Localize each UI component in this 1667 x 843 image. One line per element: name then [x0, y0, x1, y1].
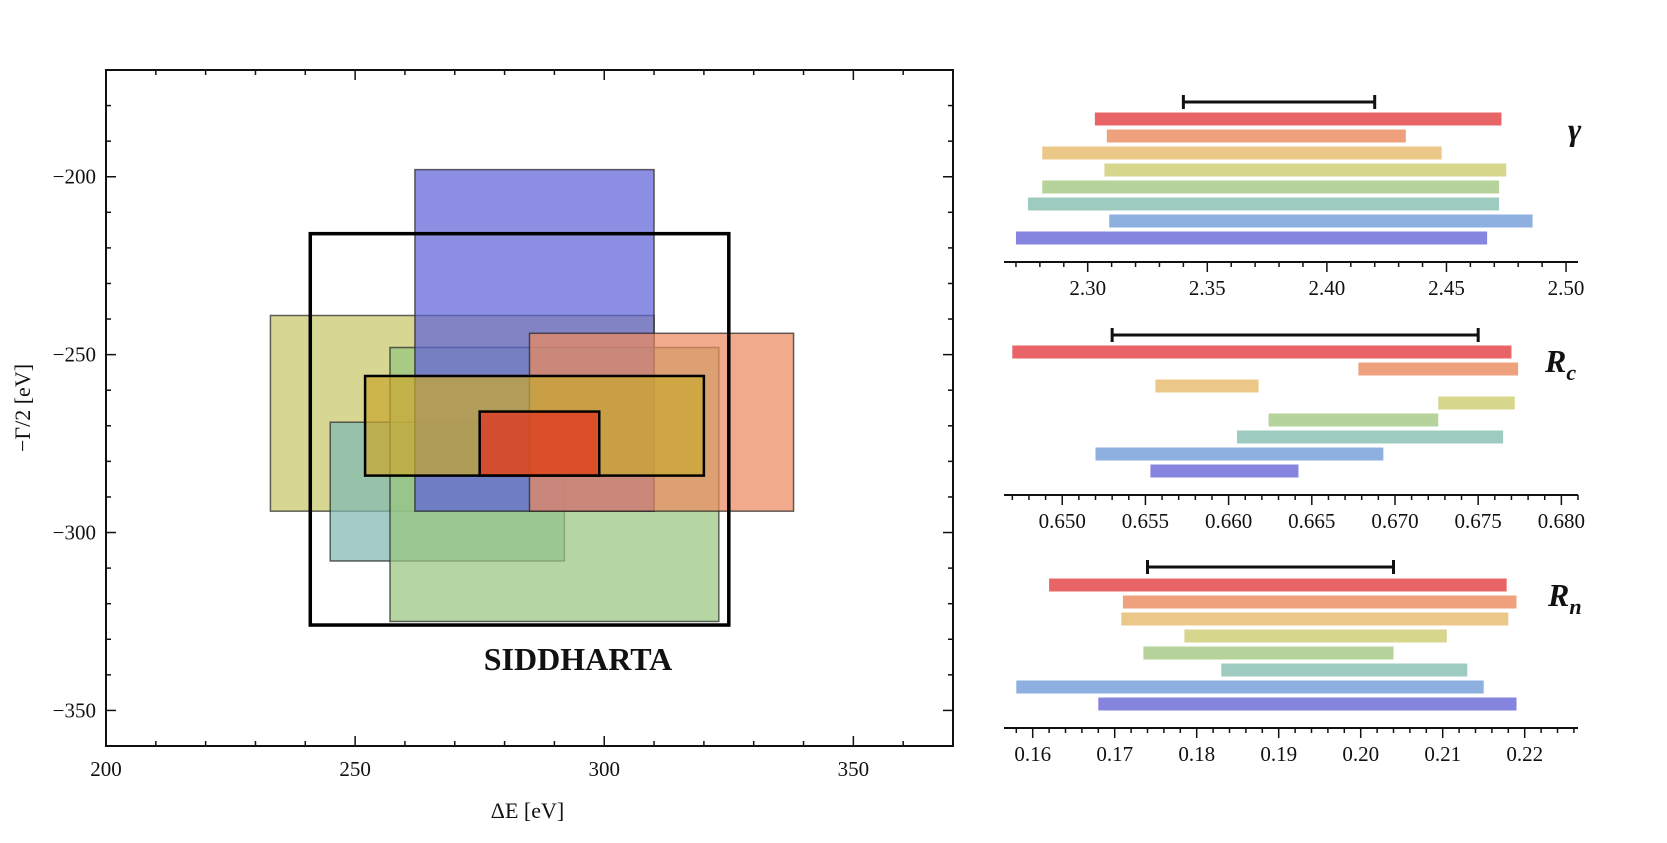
y-tick-label: −250	[53, 343, 96, 367]
x-tick-label: 300	[588, 757, 620, 781]
panel-rn: 0.16 0.17 0.18 0.19 0.20 0.21 0.22 Rn	[1004, 560, 1582, 766]
range-bar-5	[1042, 180, 1500, 194]
panel-tick-label: 0.22	[1506, 742, 1543, 766]
range-bar-2	[1106, 129, 1406, 143]
panel-tick-label: 0.16	[1014, 742, 1051, 766]
x-tick-label: 200	[90, 757, 122, 781]
y-tick-label: −350	[53, 698, 96, 722]
tick-layer: 200 250 300 350 −200 −250 −300 −350	[53, 69, 954, 781]
range-bar-4	[1184, 629, 1447, 643]
parameter-label: Rn	[1547, 577, 1582, 619]
parameter-label: Rc	[1544, 343, 1576, 385]
range-bar-1	[1049, 578, 1507, 592]
panel-tick-label: 0.655	[1122, 509, 1169, 533]
panel-tick-label: 0.650	[1039, 509, 1086, 533]
panel-gamma: 2.30 2.35 2.40 2.45 2.50 γ	[1004, 95, 1584, 300]
range-bar-7	[1095, 447, 1384, 461]
y-axis-title: −Γ/2 [eV]	[10, 364, 35, 452]
panel-tick-label: 0.20	[1342, 742, 1379, 766]
range-bar-7	[1109, 214, 1533, 228]
panel-tick-label: 0.17	[1096, 742, 1133, 766]
panel-tick-label: 0.18	[1178, 742, 1215, 766]
range-bar-7	[1016, 680, 1484, 694]
range-bar-5	[1143, 646, 1394, 660]
range-bar-1	[1094, 112, 1502, 126]
parameter-subscript: c	[1566, 360, 1576, 385]
range-bar-6	[1221, 663, 1468, 677]
panel-tick-label: 0.19	[1260, 742, 1297, 766]
range-bar-3	[1155, 379, 1259, 393]
panel-tick-label: 0.660	[1205, 509, 1252, 533]
range-bar-5	[1268, 413, 1439, 427]
box-layer	[269, 168, 795, 623]
range-bar-3	[1042, 146, 1442, 160]
parameter-subscript: n	[1569, 594, 1581, 619]
range-bar-2	[1358, 362, 1519, 376]
outline-box-3	[478, 410, 601, 477]
range-bar-6	[1027, 197, 1500, 211]
siddharta-label: SIDDHARTA	[484, 641, 673, 677]
range-bar-2	[1122, 595, 1517, 609]
range-bar-8	[1098, 697, 1517, 711]
y-tick-label: −300	[53, 521, 96, 545]
outline-box-1	[308, 231, 731, 627]
panel-tick-label: 0.21	[1424, 742, 1461, 766]
x-tick-label: 350	[838, 757, 870, 781]
range-bar-4	[1438, 396, 1515, 410]
panel-tick-label: 2.40	[1309, 276, 1346, 300]
range-bar-8	[1015, 231, 1488, 245]
panel-tick-label: 2.50	[1548, 276, 1585, 300]
range-bar-3	[1121, 612, 1509, 626]
panel-tick-label: 0.670	[1371, 509, 1418, 533]
panel-tick-label: 0.680	[1538, 509, 1585, 533]
parameter-label: γ	[1568, 111, 1582, 147]
panel-tick-label: 0.675	[1455, 509, 1502, 533]
range-bar-4	[1104, 163, 1507, 177]
outline-layer	[308, 231, 731, 627]
range-bar-6	[1236, 430, 1504, 444]
y-tick-label: −200	[53, 165, 96, 189]
range-bar-1	[1012, 345, 1512, 359]
panel-tick-label: 0.665	[1288, 509, 1335, 533]
panel-rc: 0.650 0.655 0.660 0.665 0.670 0.675 0.680 Rc	[1004, 328, 1585, 533]
panel-tick-label: 2.30	[1069, 276, 1106, 300]
range-bar-8	[1150, 464, 1299, 478]
panel-tick-label: 2.35	[1189, 276, 1226, 300]
panel-tick-label: 2.45	[1428, 276, 1465, 300]
plot-frame	[105, 69, 954, 747]
x-tick-label: 250	[339, 757, 371, 781]
x-axis-title: ΔE [eV]	[491, 798, 564, 823]
